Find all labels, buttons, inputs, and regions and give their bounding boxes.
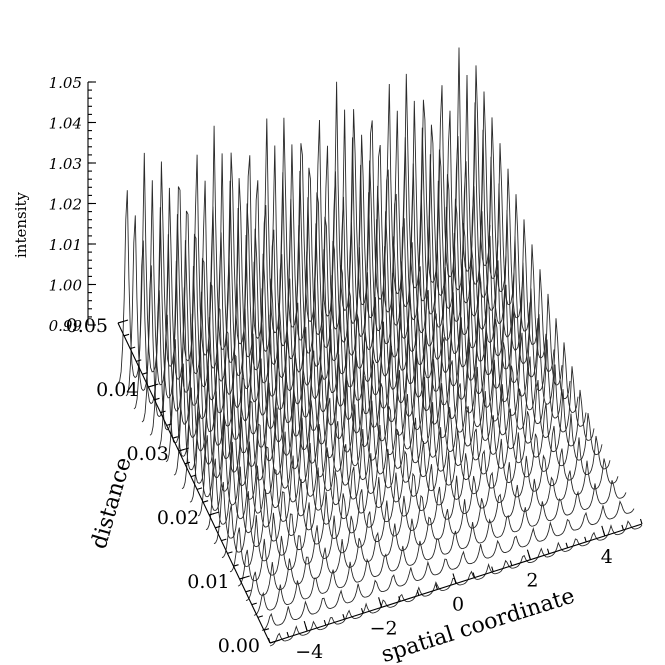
- surface-line: [133, 102, 507, 410]
- spatial-minor-tick: [286, 631, 290, 638]
- distance-minor-tick: [148, 384, 154, 388]
- axis-ticks: 0.00 0.01 0.02 0.03 0.04 0.05 −4 −2 0 2 4 0.99 1.00 1…: [49, 74, 643, 663]
- surface-line: [197, 314, 571, 517]
- intensity-tick-label: 1.05: [49, 74, 82, 92]
- surface-mesh: [117, 47, 643, 647]
- distance-tick-label: 0.03: [126, 443, 168, 465]
- surface-line: [253, 480, 627, 616]
- distance-minor-tick: [136, 359, 142, 362]
- surface-line: [205, 339, 579, 531]
- distance-minor-tick: [227, 551, 233, 554]
- distance-minor-tick: [130, 346, 136, 350]
- distance-minor-tick: [233, 564, 239, 567]
- spatial-minor-tick: [528, 554, 531, 560]
- spatial-minor-tick: [453, 578, 457, 584]
- spatial-minor-tick: [602, 530, 606, 537]
- surface-line: [149, 156, 523, 436]
- distance-minor-tick: [142, 372, 148, 375]
- distance-minor-tick: [215, 525, 221, 529]
- spatial-minor-tick: [472, 572, 476, 578]
- intensity-tick-label: 1.03: [49, 155, 82, 173]
- distance-minor-tick: [257, 615, 263, 618]
- intensity-tick-label: 1.01: [49, 236, 82, 254]
- distance-tick-label: 0.01: [187, 571, 229, 593]
- distance-minor-tick: [269, 640, 276, 644]
- spatial-minor-tick: [323, 619, 327, 626]
- surface-line: [213, 364, 587, 545]
- spatial-minor-tick: [416, 590, 420, 596]
- surface-line: [173, 236, 547, 476]
- distance-tick-label: 0.05: [66, 315, 108, 337]
- surface-line: [157, 183, 531, 449]
- spatial-minor-tick: [509, 560, 513, 566]
- spatial-minor-tick: [435, 584, 438, 590]
- surface-line: [245, 458, 619, 602]
- spatial-minor-tick: [546, 548, 550, 554]
- spatial-minor-tick: [305, 625, 308, 632]
- surface-line: [237, 435, 611, 587]
- surface-line: [261, 500, 635, 631]
- surface-line: [165, 210, 539, 463]
- distance-minor-tick: [263, 628, 270, 631]
- distance-axis-title: distance: [87, 455, 137, 552]
- distance-minor-tick: [154, 397, 160, 401]
- intensity-tick-label: 1.04: [49, 115, 82, 133]
- intensity-tick-label: 0.99: [49, 317, 83, 335]
- distance-minor-tick: [196, 487, 203, 490]
- surface-line: [221, 389, 595, 559]
- spatial-tick-label: 4: [601, 546, 613, 568]
- spatial-minor-tick: [621, 524, 624, 531]
- spatial-minor-tick: [491, 566, 494, 572]
- spatial-minor-tick: [639, 518, 643, 525]
- distance-minor-tick: [245, 589, 251, 593]
- distance-minor-tick: [221, 538, 227, 542]
- distance-minor-tick: [251, 602, 257, 606]
- spatial-minor-tick: [565, 542, 569, 548]
- distance-minor-tick: [209, 512, 215, 516]
- distance-minor-tick: [178, 448, 184, 452]
- spatial-tick-label: −2: [370, 617, 398, 639]
- intensity-axis-title: intensity: [12, 191, 30, 258]
- distance-minor-tick: [190, 474, 197, 478]
- distance-minor-tick: [117, 320, 124, 324]
- distance-minor-tick: [239, 576, 245, 580]
- spatial-tick-label: 2: [526, 570, 538, 592]
- surface-line: [141, 129, 515, 423]
- distance-minor-tick: [202, 500, 209, 503]
- distance-minor-tick: [184, 461, 191, 465]
- spatial-tick-label: −4: [295, 641, 323, 663]
- intensity-tick-label: 1.02: [49, 196, 82, 214]
- spatial-minor-tick: [360, 608, 364, 614]
- distance-tick-label: 0.02: [157, 507, 199, 529]
- surface-line: [189, 288, 563, 503]
- spatial-tick-label: 0: [452, 594, 464, 616]
- spatial-minor-tick: [398, 596, 401, 602]
- distance-minor-tick: [160, 410, 166, 414]
- surface-line: [229, 413, 603, 573]
- distance-tick-label: 0.04: [96, 379, 138, 401]
- spatial-minor-tick: [267, 637, 271, 644]
- distance-tick-label: 0.00: [218, 635, 260, 657]
- distance-axis-line: [117, 322, 271, 644]
- spatial-minor-tick: [342, 614, 345, 620]
- spatial-minor-tick: [379, 602, 383, 608]
- spatial-minor-tick: [584, 536, 587, 543]
- spatial-axis-title: spatial coordinate: [378, 584, 577, 665]
- surface-line: [125, 74, 499, 397]
- intensity-tick-label: 1.00: [49, 277, 83, 295]
- distance-minor-tick: [123, 333, 130, 337]
- distance-minor-tick: [166, 423, 172, 426]
- surface-line: [181, 262, 555, 490]
- distance-minor-tick: [172, 436, 178, 439]
